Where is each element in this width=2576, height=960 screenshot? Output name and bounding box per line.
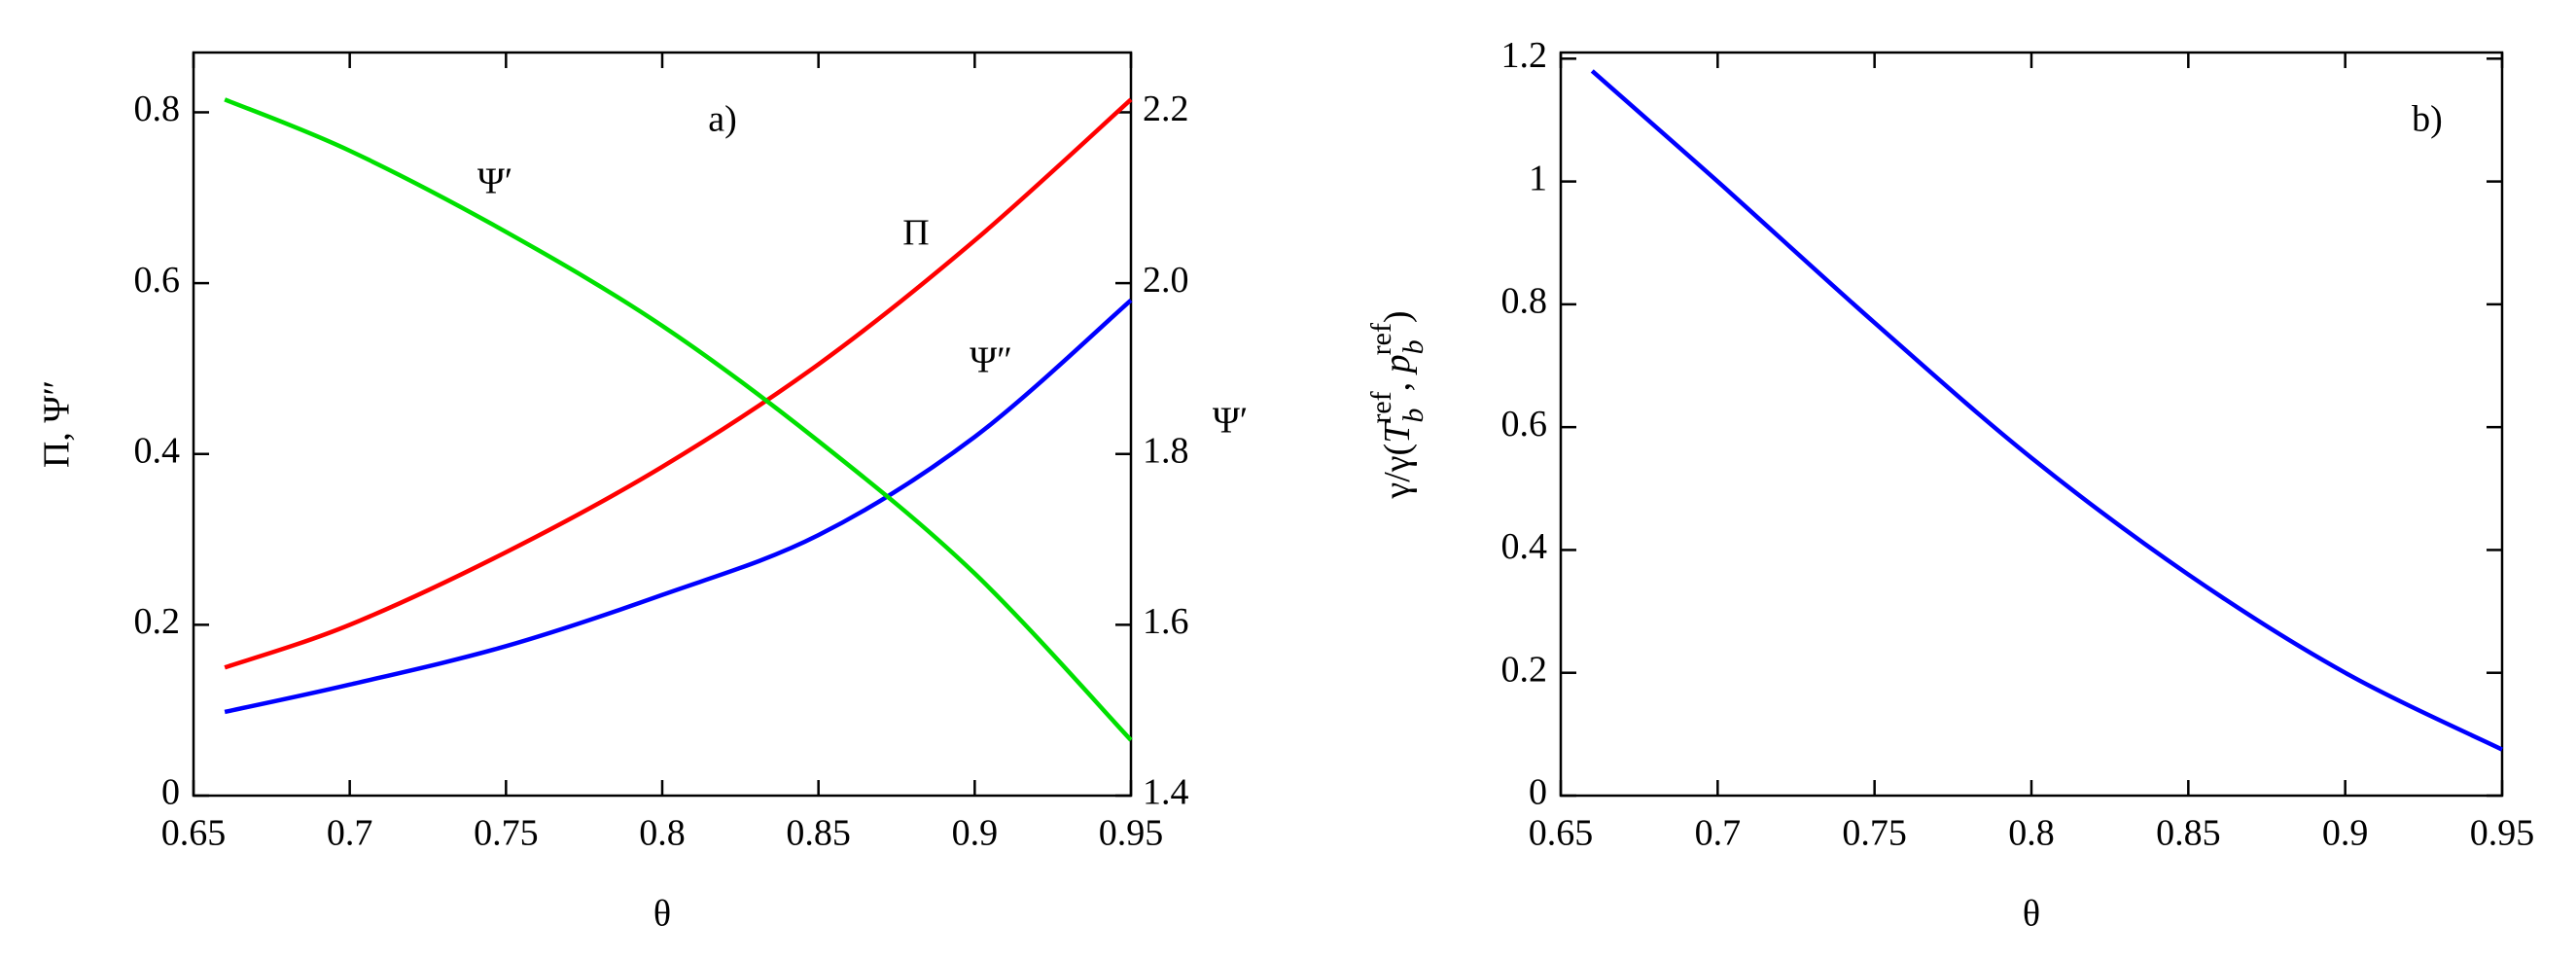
y-tick-label: 0.2	[1501, 649, 1548, 690]
panel-label: a)	[708, 99, 737, 140]
y2-tick-label: 1.8	[1143, 430, 1189, 471]
y2-tick-label: 1.6	[1143, 601, 1189, 642]
y-tick-label: 0.4	[134, 430, 181, 471]
series-label: Π	[902, 213, 929, 254]
line-series	[224, 298, 1133, 715]
y2-axis-label: Ψ′	[1213, 401, 1248, 442]
y-tick-label: 0.2	[134, 601, 181, 642]
label-part: ref	[1365, 391, 1397, 423]
y-tick-label: 0.8	[1501, 281, 1548, 322]
label-part: b	[1397, 409, 1429, 423]
y-tick-label: 0.6	[134, 260, 181, 301]
x-tick-label: 0.65	[161, 813, 227, 854]
y2-tick-label: 2.2	[1143, 89, 1189, 129]
x-tick-label: 0.85	[786, 813, 851, 854]
x-tick-label: 0.95	[1099, 813, 1164, 854]
series-label: Ψ″	[970, 340, 1012, 381]
label-part: ref	[1365, 323, 1397, 355]
y-axis-label: Π, Ψ″	[37, 380, 78, 468]
label-part: ,	[1377, 373, 1418, 391]
x-tick-label: 0.9	[952, 813, 999, 854]
line-series	[224, 97, 1133, 742]
y-tick-label: 0	[1529, 772, 1547, 813]
label-part: γ/γ(	[1377, 444, 1418, 500]
y-tick-label: 0.4	[1501, 526, 1548, 567]
y2-tick-label: 2.0	[1143, 260, 1189, 301]
y-tick-label: 0.6	[1501, 404, 1548, 444]
x-tick-label: 0.9	[2322, 813, 2369, 854]
label-part: T	[1377, 420, 1418, 444]
x-tick-label: 0.95	[2470, 813, 2535, 854]
y-tick-label: 1.2	[1501, 35, 1548, 76]
y-tick-label: 1	[1529, 158, 1547, 198]
x-axis-label: θ	[653, 894, 671, 935]
line-series	[1590, 69, 2503, 752]
line-series	[224, 97, 1133, 670]
label-part: p	[1377, 354, 1418, 375]
y2-tick-label: 1.4	[1143, 772, 1189, 813]
x-tick-label: 0.85	[2156, 813, 2221, 854]
x-tick-label: 0.8	[2008, 813, 2055, 854]
x-tick-label: 0.7	[327, 813, 373, 854]
y-tick-label: 0	[161, 772, 180, 813]
x-tick-label: 0.7	[1695, 813, 1742, 854]
series-label: Ψ′	[477, 161, 512, 202]
x-tick-label: 0.75	[474, 813, 539, 854]
label-part: b	[1397, 339, 1429, 354]
x-axis-label: θ	[2023, 894, 2040, 935]
label-part: )	[1377, 310, 1418, 323]
x-tick-label: 0.75	[1842, 813, 1907, 854]
y-axis-label: γ/γ(Tbref, pbref)	[1365, 310, 1429, 499]
x-tick-label: 0.65	[1529, 813, 1594, 854]
y-tick-label: 0.8	[134, 89, 181, 129]
panel-label: b)	[2412, 99, 2443, 140]
plot-frame	[1559, 51, 2504, 798]
x-tick-label: 0.8	[639, 813, 686, 854]
